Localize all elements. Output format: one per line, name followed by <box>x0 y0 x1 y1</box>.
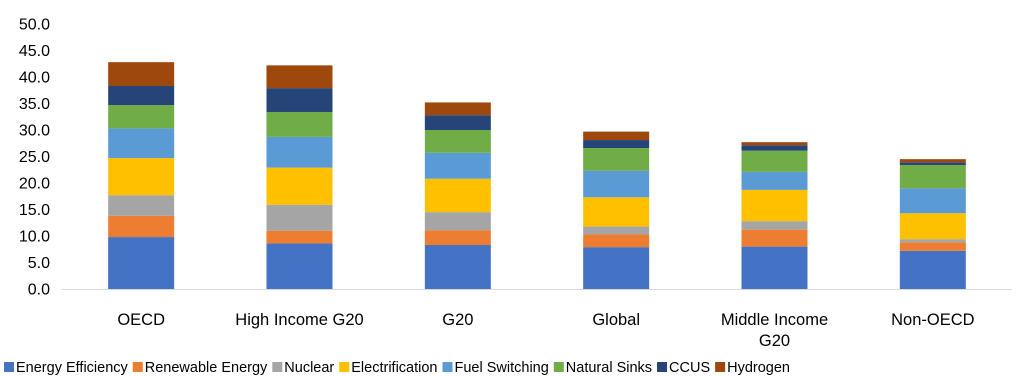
bar-segment <box>583 247 650 289</box>
bar-segment <box>266 204 333 231</box>
bar-segment <box>583 234 650 248</box>
legend-label: CCUS <box>669 360 710 376</box>
bar-segment <box>424 178 491 213</box>
bar-segment <box>266 243 333 289</box>
bar-segment <box>899 239 966 243</box>
y-tick-label: 35.0 <box>19 96 50 113</box>
legend-item: Hydrogen <box>715 360 790 376</box>
bar-segment <box>266 111 333 137</box>
bar-segment <box>108 62 175 87</box>
y-axis: 0.0 5.0 10.0 15.0 20.0 25.0 30.0 35.0 40.0 45.0 50… <box>19 17 50 299</box>
legend: Energy Efficiency Renewable Energy Nuclear… <box>4 360 790 376</box>
bar-segment <box>741 221 808 230</box>
bar-segment <box>899 250 966 289</box>
legend-swatch <box>4 362 14 372</box>
legend-item: Electrification <box>339 360 438 376</box>
bar-segment <box>583 148 650 171</box>
y-tick-label: 20.0 <box>19 176 50 193</box>
bar-segment <box>583 170 650 198</box>
bar-segment <box>424 130 491 153</box>
legend-item: Natural Sinks <box>553 360 652 376</box>
bar-segment <box>424 102 491 116</box>
bar-segment <box>899 164 966 189</box>
bar-segment <box>583 226 650 235</box>
bar-segment <box>741 229 808 247</box>
legend-label: Energy Efficiency <box>16 360 129 376</box>
legend-swatch <box>442 362 453 372</box>
legend-swatch <box>553 362 564 372</box>
bar-segment <box>741 142 808 146</box>
bars <box>108 62 966 289</box>
bar-segment <box>108 237 175 289</box>
y-tick-label: 10.0 <box>19 229 50 246</box>
bar-segment <box>583 131 650 141</box>
legend-label: Natural Sinks <box>566 360 652 376</box>
legend-item: Fuel Switching <box>442 360 549 376</box>
bar-segment <box>266 136 333 168</box>
legend-swatch <box>715 362 726 372</box>
bar-segment <box>266 167 333 205</box>
legend-swatch <box>132 362 143 372</box>
y-tick-label: 45.0 <box>19 43 50 60</box>
bar-segment <box>899 162 966 165</box>
y-tick-label: 25.0 <box>19 149 50 166</box>
bar-segment <box>741 145 808 151</box>
y-tick-label: 50.0 <box>19 17 50 34</box>
bar-segment <box>266 88 333 112</box>
y-tick-label: 30.0 <box>19 123 50 140</box>
bar-segment <box>266 230 333 244</box>
x-tick-label: OECD <box>117 311 165 329</box>
bar-segment <box>424 212 491 231</box>
y-tick-label: 5.0 <box>28 255 50 272</box>
x-tick-label: High Income G20 <box>235 311 363 329</box>
x-axis: OECD High Income G20 G20 Global Middle Incom… <box>117 311 974 350</box>
x-tick-label: Global <box>592 311 640 329</box>
bar-segment <box>424 115 491 130</box>
bar-segment <box>424 152 491 179</box>
bar-segment <box>741 171 808 190</box>
legend-item: CCUS <box>657 360 710 376</box>
bar-segment <box>424 245 491 289</box>
legend-label: Fuel Switching <box>455 360 549 376</box>
bar-segment <box>899 213 966 240</box>
bar-segment <box>108 215 175 238</box>
bar-segment <box>424 230 491 246</box>
bar-segment <box>741 189 808 222</box>
x-tick-label: Non-OECD <box>891 311 975 329</box>
bar-segment <box>108 195 175 216</box>
legend-label: Renewable Energy <box>145 360 268 376</box>
legend-item: Energy Efficiency <box>4 360 129 376</box>
legend-label: Nuclear <box>284 360 334 376</box>
y-tick-label: 40.0 <box>19 70 50 87</box>
legend-item: Nuclear <box>272 360 334 376</box>
legend-swatch <box>272 362 283 372</box>
x-tick-label: Middle Income G20 <box>721 311 828 350</box>
y-tick-label: 0.0 <box>28 282 50 299</box>
legend-swatch <box>657 362 668 372</box>
bar-segment <box>266 65 333 89</box>
legend-swatch <box>339 362 350 372</box>
bar-segment <box>741 150 808 172</box>
y-tick-label: 15.0 <box>19 202 50 219</box>
bar-segment <box>741 246 808 289</box>
bar-segment <box>583 140 650 149</box>
bar-segment <box>108 128 175 159</box>
bar-segment <box>899 159 966 163</box>
legend-item: Renewable Energy <box>132 360 268 376</box>
x-tick-label: G20 <box>442 311 473 329</box>
bar-segment <box>108 158 175 196</box>
legend-label: Hydrogen <box>727 360 790 376</box>
legend-label: Electrification <box>351 360 437 376</box>
bar-segment <box>583 197 650 227</box>
bar-segment <box>899 242 966 251</box>
bar-segment <box>108 105 175 129</box>
bar-segment <box>108 86 175 106</box>
bar-segment <box>899 188 966 214</box>
